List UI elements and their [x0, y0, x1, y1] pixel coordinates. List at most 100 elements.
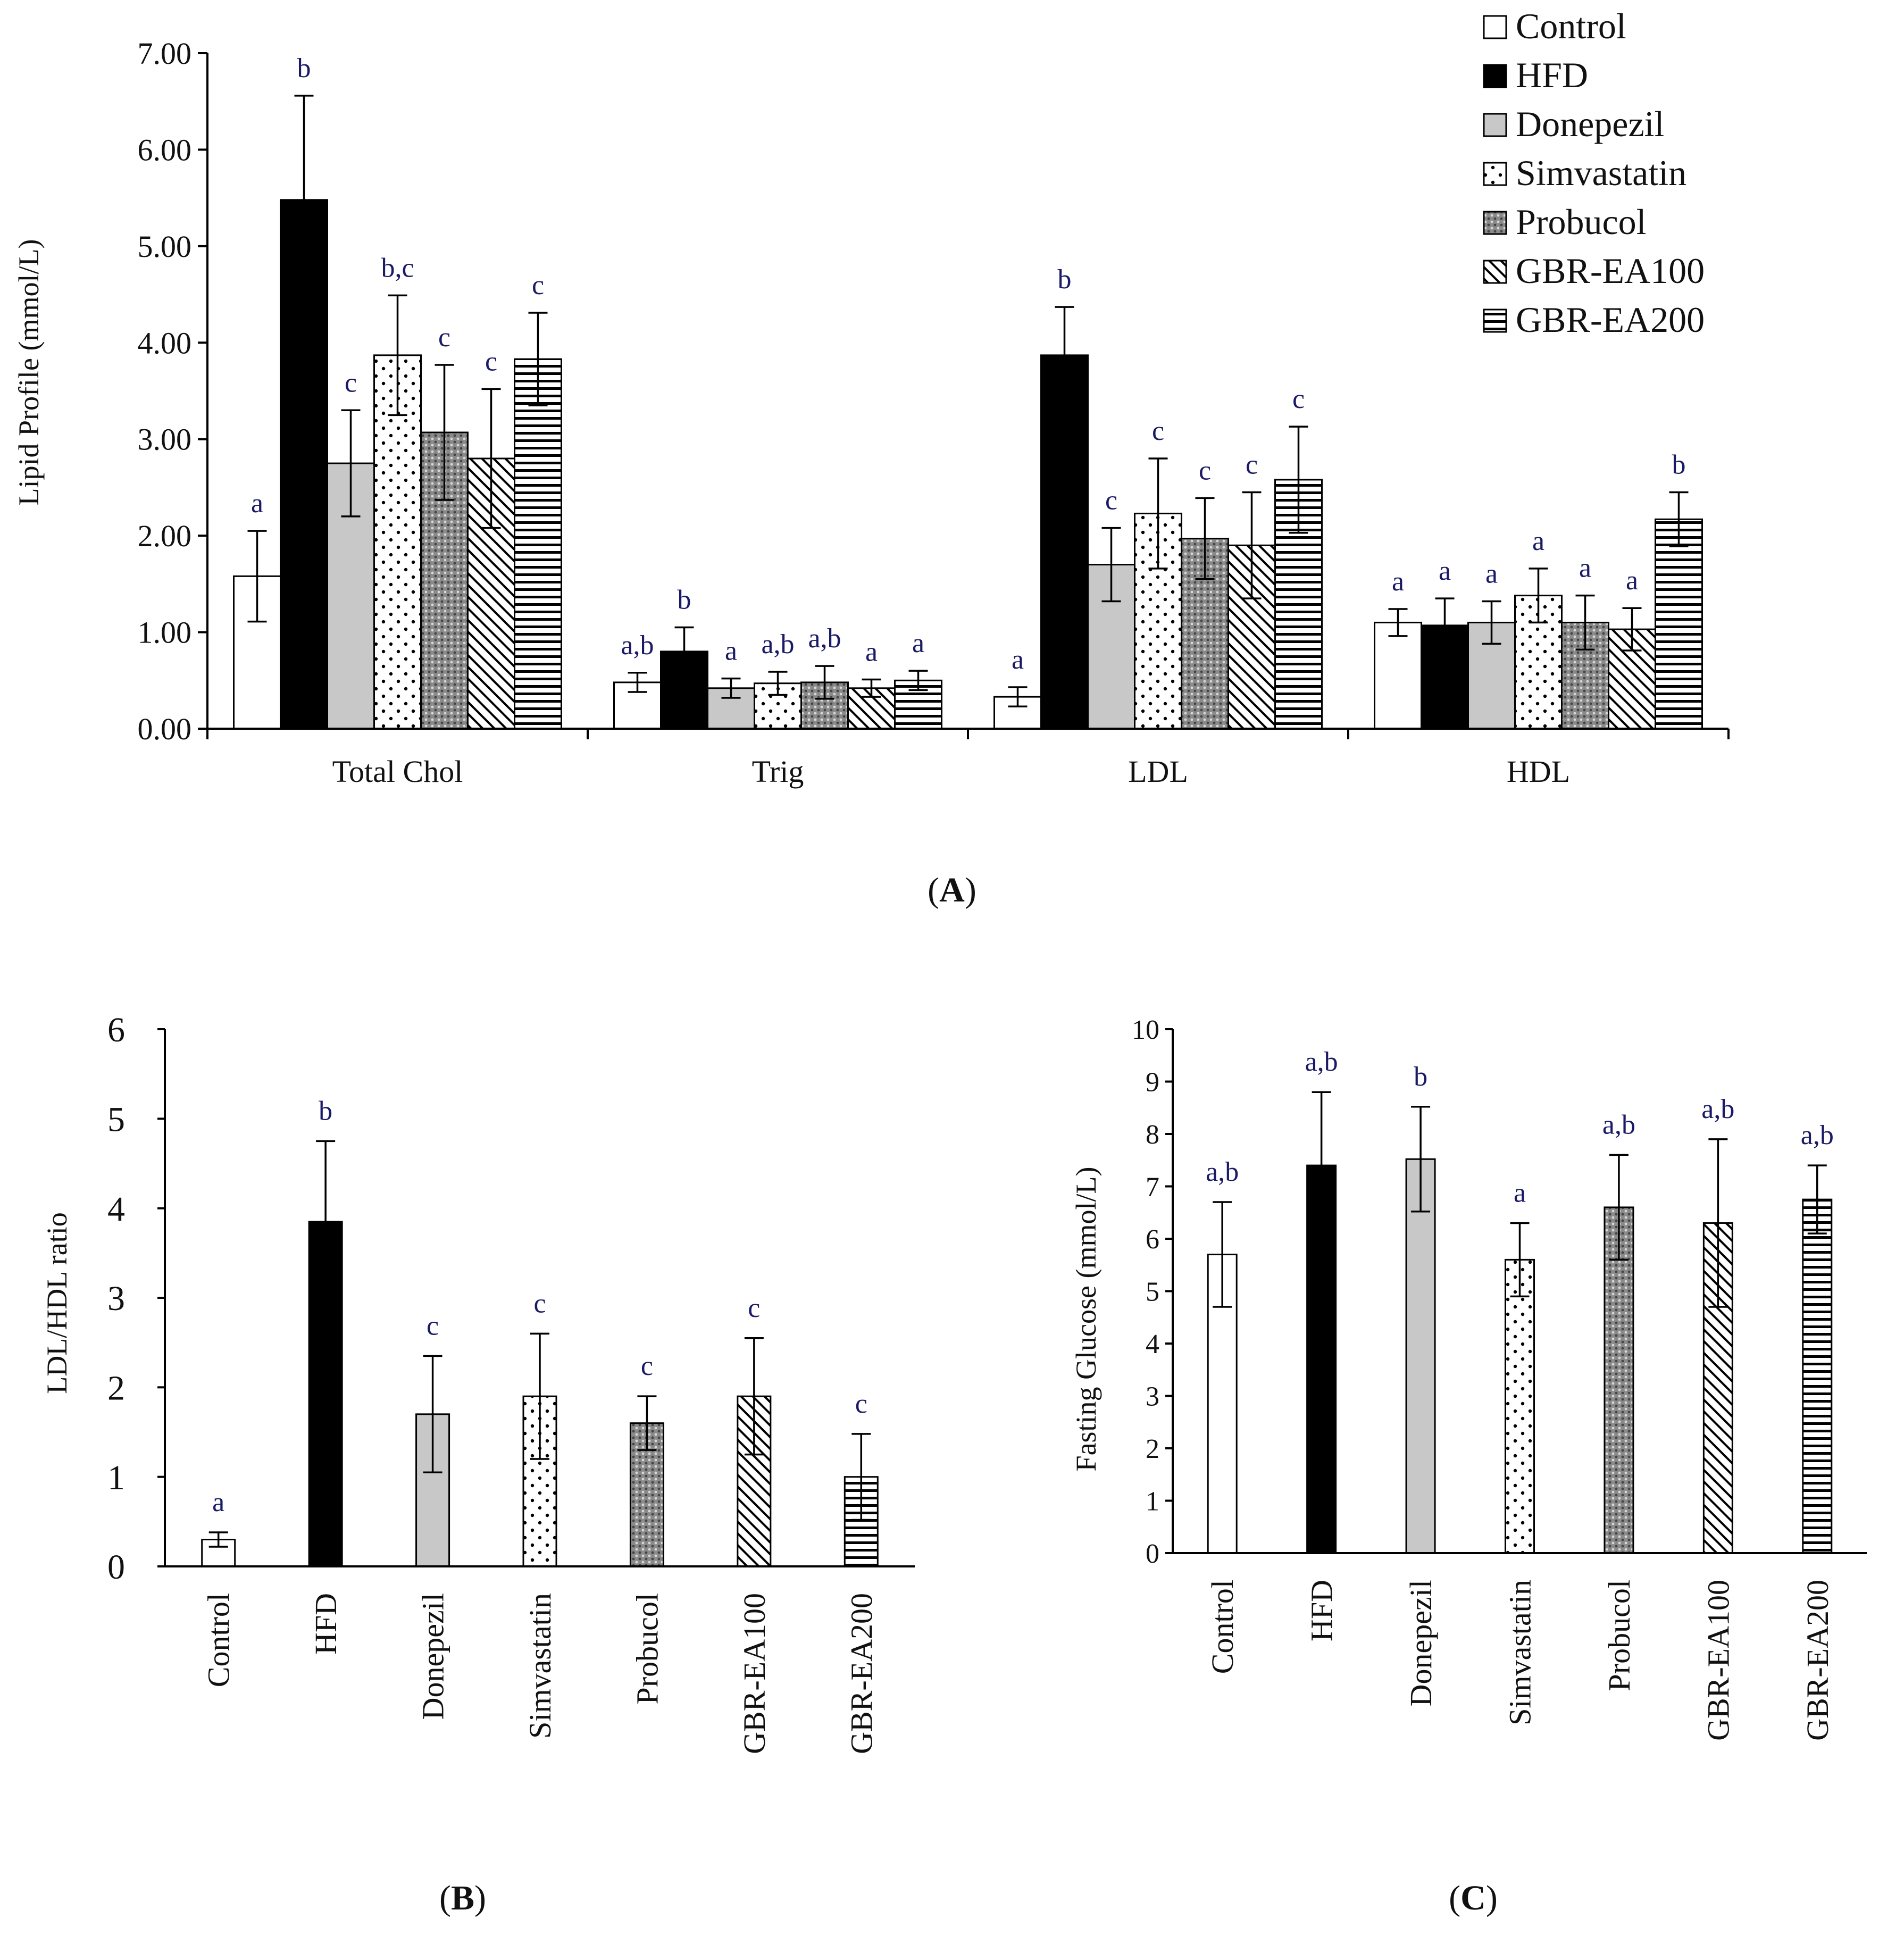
legend-label-gbr-ea100: GBR-EA100: [1516, 251, 1705, 291]
panel-b-y-tick-label: 3: [107, 1279, 125, 1318]
panel-a-significance-label: a: [1012, 645, 1024, 675]
legend-label-simvastatin: Simvastatin: [1516, 153, 1686, 193]
panel-c-y-tick-label: 8: [1146, 1120, 1159, 1150]
panel-c-significance-label: a,b: [1206, 1157, 1239, 1187]
panel-a-bar-gbr-ea200-hdl: [1655, 518, 1703, 730]
panel-a-bar-control-hdl: [1374, 621, 1422, 730]
panel-a-y-tick-label: 6.00: [138, 132, 192, 167]
panel-c-significance-label: a: [1514, 1178, 1526, 1208]
legend-label-donepezil: Donepezil: [1516, 104, 1664, 144]
panel-a-significance-label: b: [678, 585, 691, 615]
panel-c-y-tick-label: 1: [1146, 1487, 1159, 1517]
legend-label-hfd: HFD: [1516, 55, 1588, 95]
panel-b-significance-label: c: [533, 1288, 546, 1319]
legend-swatch-control: [1483, 15, 1507, 39]
panel-c-bars: a,b a,b b a a,b a,b a,b: [1206, 1047, 1834, 1554]
panel-b-category-label: HFD: [308, 1593, 343, 1655]
panel-b-category-label: Control: [202, 1593, 236, 1687]
panel-a-bar-gbr-ea200-total-chol: [514, 358, 562, 730]
panel-c-category-label: Control: [1205, 1580, 1240, 1674]
panel-a-significance-label: a: [1485, 559, 1498, 589]
panel-c-y-tick-label: 9: [1146, 1067, 1159, 1098]
panel-c-y-axis: 0 1 2 3 4 5 6 7 8 9 10: [1132, 1015, 1174, 1569]
panel-b-significance-label: c: [641, 1351, 653, 1381]
panel-c-bar-gbr-ea200: [1802, 1198, 1833, 1554]
panel-a-y-tick-label: 0.00: [138, 712, 192, 746]
panel-c-y-tick-label: 10: [1132, 1015, 1159, 1045]
panel-a-significance-label: a,b: [621, 630, 654, 661]
panel-c-y-label: Fasting Glucose (mmol/L): [1070, 1167, 1102, 1472]
panel-a-y-tick-label: 3.00: [138, 422, 192, 457]
panel-a-y-label: Lipid Profile (mmol/L): [13, 239, 45, 506]
panel-a-significance-label: b: [1058, 264, 1072, 295]
legend-swatch-gbr-ea200: [1483, 308, 1507, 333]
panel-a-significance-label: c: [345, 368, 357, 398]
panel-b-y-tick-label: 0: [107, 1548, 125, 1587]
panel-b-y-tick-label: 5: [107, 1100, 125, 1139]
legend-swatch-gbr-ea100: [1483, 260, 1507, 284]
panel-a-significance-label: a: [725, 636, 737, 666]
panel-a-significance-label: b: [297, 53, 311, 84]
panel-b-significance-label: c: [748, 1293, 760, 1323]
panel-a-significance-label: a,b: [808, 623, 841, 654]
panel-c-chart: 0 1 2 3 4 5 6 7 8 9 10 a,b a,b b a a,b a,b a,b Control HF…: [1070, 1015, 1867, 1917]
panel-a-category-label: Total Chol: [332, 754, 463, 789]
legend-swatch-simvastatin: [1483, 162, 1507, 186]
panel-c-y-tick-label: 6: [1146, 1224, 1159, 1255]
panel-b-letter: (B): [439, 1879, 486, 1917]
panel-c-y-tick-label: 3: [1146, 1382, 1159, 1412]
panel-a-significance-label: c: [1199, 455, 1211, 486]
panel-c-category-label: Simvastatin: [1503, 1580, 1538, 1725]
panel-b-significance-label: c: [427, 1311, 439, 1341]
panel-a-y-tick-label: 7.00: [138, 36, 192, 71]
panel-a-category-label: HDL: [1507, 754, 1570, 789]
panel-a-significance-label: a: [1439, 556, 1451, 586]
panel-a-significance-label: c: [532, 270, 544, 301]
panel-a-legend: Control HFD Donepezil Simvastatin Probucol GB…: [1483, 6, 1705, 340]
legend-swatch-probucol: [1483, 211, 1507, 235]
panel-a-significance-label: a: [1392, 566, 1404, 597]
legend-label-control: Control: [1516, 6, 1626, 46]
panel-a-y-tick-label: 4.00: [138, 326, 192, 360]
panel-a-significance-label: c: [1152, 416, 1164, 446]
panel-c-category-label: HFD: [1305, 1580, 1339, 1641]
panel-b-y-tick-label: 6: [107, 1011, 125, 1049]
panel-b-y-tick-label: 4: [107, 1190, 125, 1229]
panel-a-chart: 0.00 1.00 2.00 3.00 4.00 5.00 6.00 7.00 a b c b,c c…: [13, 6, 1730, 910]
panel-a-significance-label: b: [1672, 450, 1686, 480]
panel-a-y-tick-label: 1.00: [138, 615, 192, 650]
panel-c-y-tick-label: 5: [1146, 1277, 1159, 1307]
panel-b-chart: 0 1 2 3 4 5 6 a b c c c c c Control HFD Donepezil Simva…: [41, 1011, 915, 1917]
panel-c-significance-label: b: [1414, 1062, 1427, 1092]
panel-a-x-axis: Total Chol Trig LDL HDL: [206, 728, 1730, 789]
panel-c-y-tick-label: 0: [1146, 1539, 1159, 1569]
panel-a-significance-label: c: [438, 322, 450, 353]
panel-c-bar-probucol: [1604, 1206, 1634, 1554]
panel-a-significance-label: c: [1292, 384, 1305, 414]
panel-a-significance-label: c: [1246, 450, 1258, 480]
panel-b-y-label: LDL/HDL ratio: [41, 1212, 73, 1394]
panel-a-significance-label: a: [1579, 553, 1591, 583]
panel-b-bars: a b c c c c c: [201, 1096, 879, 1567]
panel-b-y-tick-label: 1: [107, 1458, 125, 1497]
panel-c-significance-label: a,b: [1801, 1120, 1834, 1150]
panel-a-bars: a b c b,c c c c a,b b a a,b a,b a a a b c c c c c a a a a a a b: [233, 53, 1703, 730]
panel-a-significance-label: a: [1626, 565, 1638, 596]
panel-a-y-tick-label: 5.00: [138, 229, 192, 264]
panel-b-x-axis: Control HFD Donepezil Simvastatin Probucol GB…: [165, 1565, 915, 1754]
panel-a-bar-simvastatin-total-chol: [373, 354, 422, 730]
panel-c-significance-label: a,b: [1602, 1110, 1635, 1140]
panel-c-significance-label: a,b: [1701, 1094, 1734, 1124]
panel-c-y-tick-label: 7: [1146, 1172, 1159, 1203]
panel-a-significance-label: b,c: [381, 253, 414, 283]
panel-b-y-tick-label: 2: [107, 1369, 125, 1407]
panel-c-y-tick-label: 2: [1146, 1434, 1159, 1464]
panel-b-significance-label: c: [855, 1389, 867, 1419]
panel-a-significance-label: c: [1105, 486, 1117, 516]
panel-a-y-tick-label: 2.00: [138, 519, 192, 553]
panel-a-significance-label: a,b: [761, 629, 794, 660]
panel-b-y-axis: 0 1 2 3 4 5 6: [107, 1011, 166, 1587]
panel-a-significance-label: a: [865, 637, 878, 667]
panel-c-category-label: Probucol: [1602, 1580, 1636, 1691]
